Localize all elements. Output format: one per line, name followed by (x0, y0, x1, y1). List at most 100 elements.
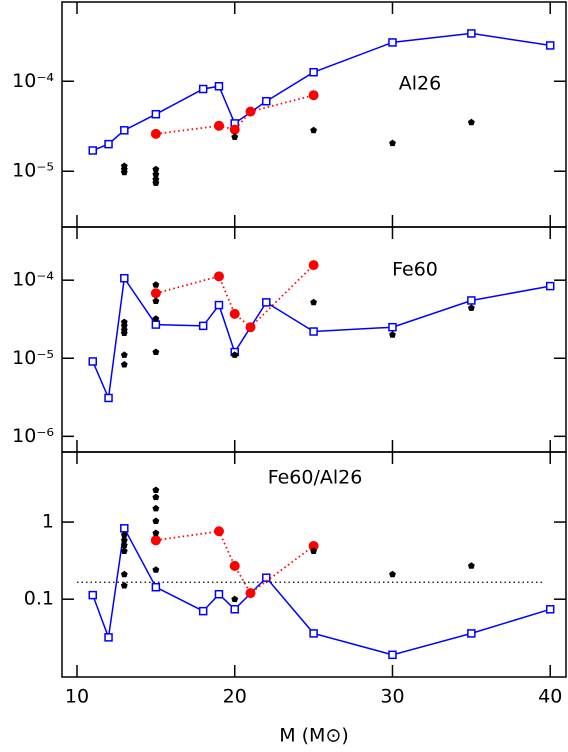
y-tick-label: 10⁻⁴ (12, 269, 54, 291)
panel-label: Fe60/Al26 (268, 467, 363, 489)
marker-pentagon (152, 486, 160, 493)
marker-square (309, 327, 318, 336)
y-tick-label: 10⁻⁶ (12, 425, 54, 447)
marker-square (545, 605, 555, 614)
marker-square (214, 81, 224, 91)
marker-circle (245, 106, 256, 117)
marker-pentagon (231, 351, 239, 358)
marker-pentagon (120, 329, 128, 336)
marker-pentagon (120, 361, 128, 368)
marker-pentagon (231, 133, 239, 140)
marker-square (151, 320, 161, 329)
plot-frame (61, 451, 567, 678)
marker-pentagon (152, 504, 160, 512)
marker-square (309, 629, 318, 638)
marker-square (230, 605, 239, 614)
marker-square (388, 322, 397, 332)
marker-square (388, 38, 397, 47)
marker-pentagon (120, 541, 128, 549)
marker-pentagon (120, 351, 128, 358)
y-tick-label: 0.1 (24, 588, 54, 610)
x-axis-label: M (M⊙) (279, 725, 349, 747)
marker-pentagon (152, 493, 160, 501)
marker-square (120, 273, 129, 283)
marker-square (120, 524, 129, 533)
marker-circle (213, 271, 224, 282)
marker-pentagon (310, 298, 317, 306)
marker-pentagon (310, 126, 317, 134)
marker-square (104, 393, 113, 403)
marker-pentagon (467, 118, 475, 126)
y-tick-label: 10⁻⁵ (12, 347, 54, 369)
marker-pentagon (120, 582, 128, 589)
marker-square (151, 109, 161, 119)
marker-pentagon (152, 566, 160, 573)
marker-pentagon (152, 170, 160, 178)
panel-label: Al26 (399, 73, 441, 95)
marker-square (309, 67, 318, 77)
marker-square (88, 146, 98, 155)
marker-circle (245, 322, 256, 333)
panel-label: Fe60 (392, 259, 438, 281)
marker-pentagon (120, 168, 128, 176)
marker-square (214, 300, 224, 310)
marker-circle (150, 128, 161, 139)
marker-pentagon (467, 562, 475, 569)
panel: 10⁻⁴ 10⁻⁵ Al26 (12, 1, 567, 228)
x-tick-label: 20 (223, 686, 247, 708)
y-tick-label: 10⁻⁵ (12, 160, 54, 182)
marker-circle (229, 560, 240, 571)
y-tick-label: 1 (42, 511, 54, 533)
marker-pentagon (120, 318, 128, 326)
marker-pentagon (152, 315, 160, 322)
marker-pentagon (120, 570, 128, 578)
marker-pentagon (152, 348, 160, 355)
marker-square (545, 41, 555, 50)
marker-circle (245, 588, 256, 599)
marker-square (545, 281, 555, 291)
marker-square (151, 582, 161, 592)
marker-square (467, 29, 476, 38)
marker-square (88, 590, 98, 600)
marker-square (198, 84, 208, 94)
y-tick-label: 10⁻⁴ (12, 70, 54, 92)
marker-pentagon (152, 179, 160, 186)
marker-pentagon (152, 517, 160, 524)
marker-square (198, 321, 208, 331)
marker-pentagon (120, 536, 128, 544)
marker-circle (308, 260, 319, 271)
marker-square (198, 606, 208, 616)
marker-pentagon (231, 595, 239, 603)
panel: 10 20 30 40 1 0.1 Fe60/Al26 M (M⊙) (24, 451, 567, 747)
marker-circle (150, 288, 161, 299)
marker-pentagon (310, 547, 317, 554)
marker-square (120, 126, 129, 135)
panel: 10⁻⁴ 10⁻⁵ 10⁻⁶ Fe60 (12, 226, 567, 453)
marker-pentagon (152, 297, 160, 304)
x-tick-label: 10 (65, 686, 89, 708)
marker-pentagon (120, 531, 128, 538)
x-tick-label: 40 (538, 686, 562, 708)
series-line (92, 525, 551, 656)
marker-square (467, 296, 476, 305)
marker-circle (308, 90, 319, 101)
marker-pentagon (152, 529, 160, 536)
marker-circle (229, 124, 240, 135)
marker-square (104, 633, 113, 642)
marker-pentagon (389, 139, 396, 147)
marker-square (262, 96, 271, 106)
marker-circle (308, 540, 319, 551)
marker-square (262, 298, 271, 307)
series-line (92, 276, 551, 401)
marker-square (467, 629, 476, 638)
marker-square (104, 139, 113, 149)
marker-pentagon (389, 570, 396, 578)
marker-pentagon (120, 322, 128, 329)
marker-square (88, 357, 98, 366)
marker-square (214, 589, 224, 599)
marker-circle (150, 535, 161, 546)
marker-pentagon (389, 331, 396, 338)
marker-pentagon (120, 547, 128, 554)
marker-circle (213, 120, 224, 131)
